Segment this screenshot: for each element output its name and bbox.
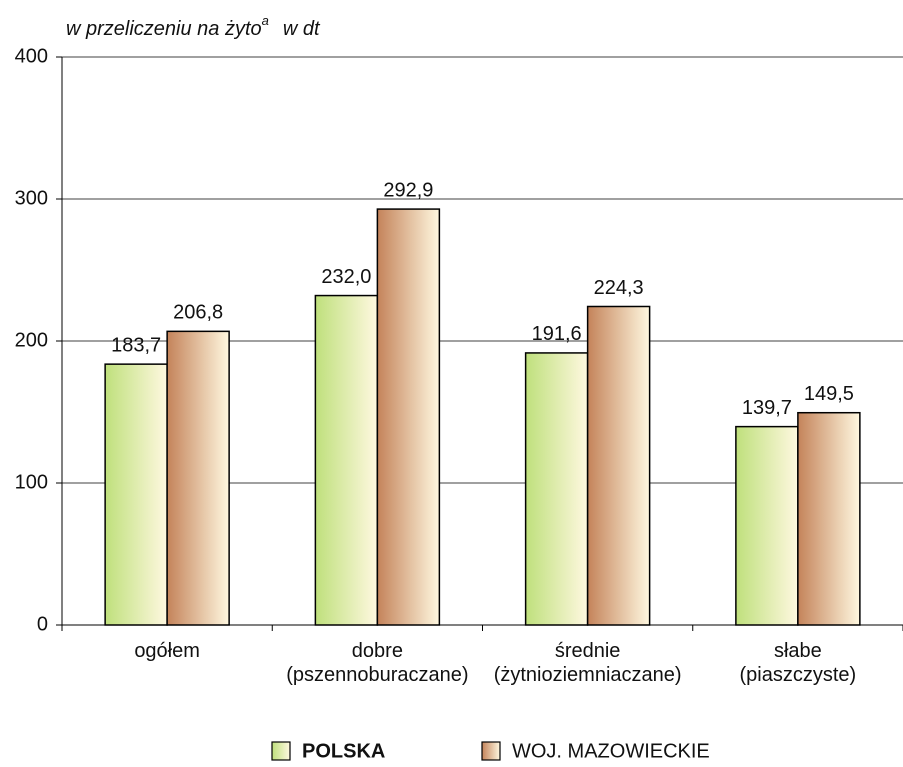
value-label: 206,8 <box>173 302 223 324</box>
y-label-superscript: a <box>262 13 269 28</box>
x-tick-label: dobre (pszennoburaczane) <box>286 640 469 686</box>
value-label: 149,5 <box>804 383 854 405</box>
bar <box>376 208 441 626</box>
x-tick-label: ogółem <box>134 640 200 662</box>
value-label: 232,0 <box>321 266 371 288</box>
bar <box>104 363 168 626</box>
y-tick-label: 0 <box>37 613 48 635</box>
value-label: 292,9 <box>383 179 433 201</box>
y-tick-label: 300 <box>15 187 48 209</box>
bar <box>735 425 799 626</box>
value-label: 139,7 <box>742 397 792 419</box>
value-label: 191,6 <box>532 323 582 345</box>
bar <box>524 352 589 626</box>
bar <box>586 305 651 626</box>
y-axis-label: w przeliczeniu na żytoa w dt <box>66 13 321 40</box>
bar <box>797 411 861 626</box>
value-label: 224,3 <box>594 277 644 299</box>
y-tick-label: 400 <box>15 45 48 67</box>
x-tick-label: słabe (piaszczyste) <box>739 640 857 686</box>
bar <box>314 294 379 626</box>
y-tick-label: 100 <box>15 471 48 493</box>
y-tick-label: 200 <box>15 329 48 351</box>
legend-label: POLSKA <box>302 740 385 762</box>
bar <box>166 330 230 626</box>
y-label-unit: w dt <box>283 18 321 40</box>
y-label-text: w przeliczeniu na żyto <box>66 18 262 40</box>
legend-swatch <box>271 741 291 761</box>
legend-swatch <box>481 741 501 761</box>
legend-label: WOJ. MAZOWIECKIE <box>512 740 710 762</box>
value-label: 183,7 <box>111 334 161 356</box>
x-tick-label: średnie (żytnioziemniaczane) <box>493 640 682 686</box>
